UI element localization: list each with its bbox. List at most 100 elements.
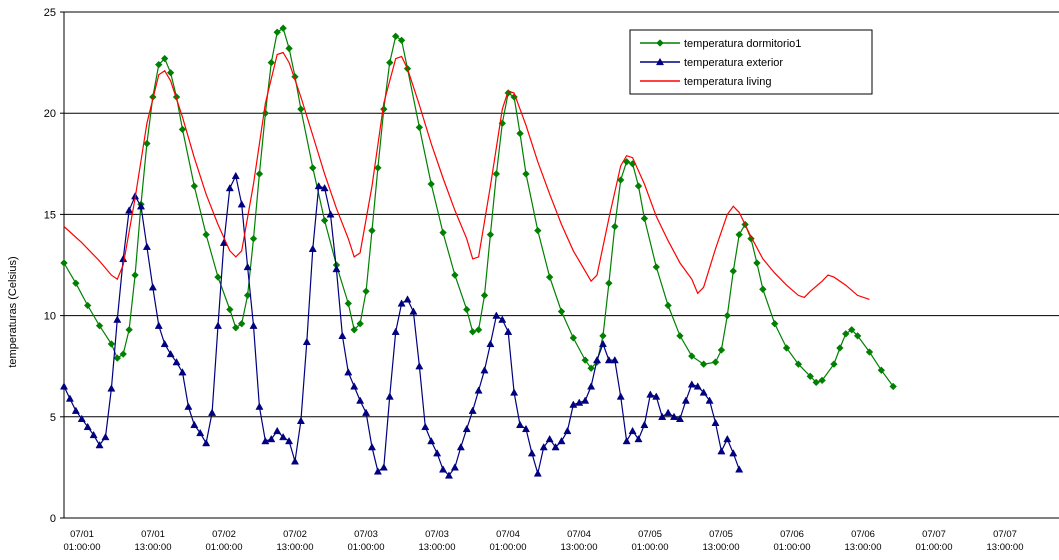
legend-marker (655, 57, 665, 66)
data-point (71, 406, 80, 414)
x-tick-date: 07/07 (993, 529, 1017, 540)
data-point (539, 443, 548, 451)
y-tick-label: 10 (44, 311, 56, 323)
data-point (427, 180, 435, 188)
data-point (782, 344, 791, 352)
data-point (717, 346, 726, 354)
data-point (190, 420, 199, 429)
data-point (492, 311, 501, 319)
data-point (628, 426, 637, 435)
x-tick-time: 13:00:00 (561, 542, 598, 553)
data-point (670, 412, 679, 420)
x-tick-date: 07/03 (354, 529, 378, 540)
data-point (285, 436, 294, 445)
x-tick-date: 07/01 (141, 529, 165, 540)
x-tick-time: 01:00:00 (348, 542, 385, 553)
data-point (699, 360, 708, 368)
data-point (705, 396, 714, 404)
data-point (107, 340, 116, 348)
data-point (563, 426, 572, 435)
data-point (605, 279, 613, 287)
x-tick-time: 01:00:00 (774, 542, 811, 553)
data-point (462, 305, 471, 314)
data-point (729, 267, 738, 275)
data-point (225, 183, 234, 192)
data-point (160, 54, 169, 63)
x-tick-date: 07/02 (212, 529, 236, 540)
data-point (202, 230, 210, 239)
data-point (344, 368, 353, 376)
data-point (267, 58, 276, 67)
series-group (59, 24, 897, 479)
data-point (107, 384, 116, 392)
data-point (486, 230, 495, 239)
data-point (533, 469, 542, 477)
data-point (439, 228, 447, 237)
data-point (451, 271, 459, 279)
data-point (545, 434, 554, 443)
x-tick-label: 07/04 01:00:00 (490, 529, 527, 553)
data-point (616, 392, 625, 400)
data-point (581, 356, 589, 364)
data-point (753, 259, 761, 267)
data-point (267, 434, 276, 443)
x-tick-label: 07/01 01:00:00 (64, 529, 101, 553)
data-point (356, 396, 365, 404)
y-axis: 0 5 10 15 20 25 (44, 7, 65, 525)
x-tick-time: 13:00:00 (845, 542, 882, 553)
data-point (836, 344, 844, 352)
data-point (658, 412, 667, 420)
data-point (729, 449, 738, 457)
x-tick-label: 07/03 13:00:00 (419, 529, 456, 553)
data-point (296, 416, 305, 424)
data-point (480, 366, 489, 374)
data-point (527, 449, 536, 457)
data-point (160, 339, 169, 348)
x-tick-label: 07/02 01:00:00 (206, 529, 243, 553)
data-point (521, 424, 530, 433)
data-point (172, 358, 181, 366)
data-point (652, 392, 661, 400)
x-tick-date: 07/06 (851, 529, 875, 540)
data-point (711, 418, 720, 427)
data-point (226, 305, 234, 314)
data-point (367, 443, 377, 451)
data-point (290, 457, 300, 465)
data-point (806, 372, 815, 381)
data-point (285, 44, 293, 53)
data-point (853, 332, 862, 340)
data-point (622, 436, 631, 445)
data-point (72, 279, 80, 287)
x-tick-label: 07/03 01:00:00 (348, 529, 385, 553)
x-tick-label: 07/05 13:00:00 (703, 529, 740, 553)
data-point (83, 301, 92, 310)
data-point (166, 349, 175, 358)
x-tick-time: 13:00:00 (419, 542, 456, 553)
data-point (770, 319, 779, 328)
data-point (581, 396, 590, 404)
data-point (557, 436, 566, 445)
legend-label: temperatura living (684, 76, 771, 88)
data-point (155, 60, 163, 69)
data-point (687, 380, 696, 388)
data-point (136, 202, 146, 210)
data-point (131, 271, 139, 279)
y-tick-label: 25 (44, 7, 56, 19)
data-point (119, 350, 127, 358)
x-tick-time: 13:00:00 (703, 542, 740, 553)
data-point (273, 28, 281, 36)
data-point (693, 382, 702, 390)
data-point (380, 105, 388, 113)
x-tick-date: 07/04 (567, 529, 591, 540)
data-point (865, 348, 874, 356)
series-line (63, 174, 740, 477)
data-point (847, 326, 856, 334)
data-point (125, 326, 133, 334)
data-point (308, 164, 317, 172)
data-point (314, 181, 323, 190)
data-point (652, 263, 661, 271)
data-point (142, 242, 151, 250)
data-point (190, 182, 199, 190)
data-point (688, 352, 696, 360)
data-point (83, 422, 92, 431)
